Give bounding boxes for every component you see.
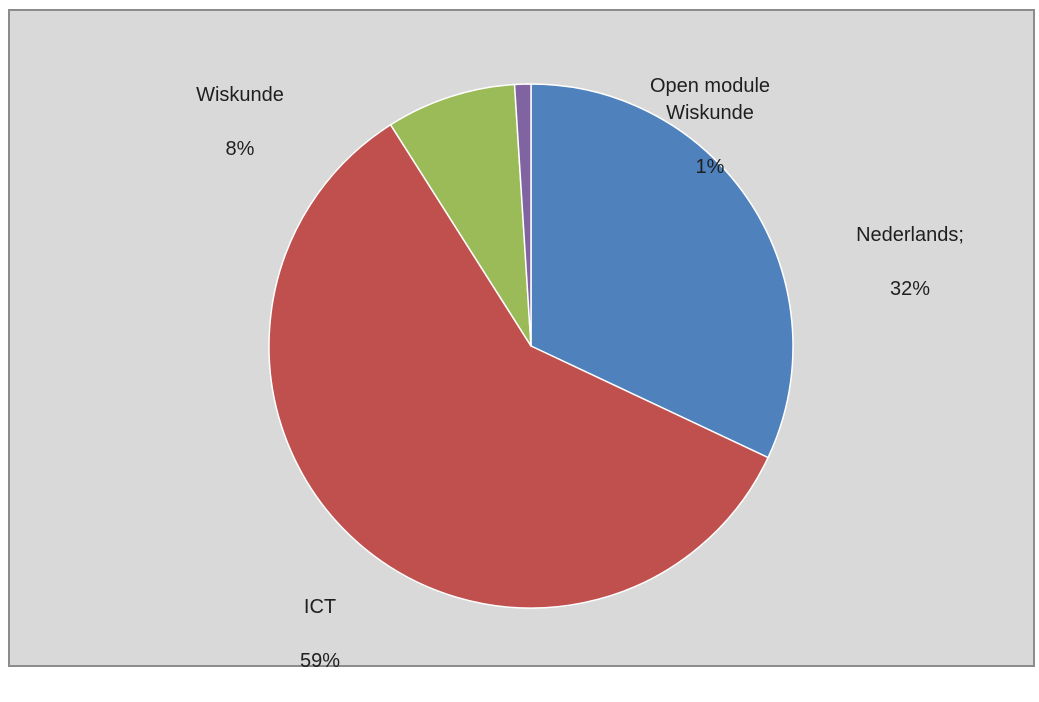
- label-nederlands: Nederlands; 32%: [830, 195, 990, 330]
- pie-chart: [268, 83, 794, 609]
- label-open-module-wiskunde-value: 1%: [695, 156, 725, 178]
- pie-slice-ict: [268, 124, 769, 609]
- label-ict-name: ICT: [303, 596, 337, 618]
- label-wiskunde-value: 8%: [225, 138, 255, 160]
- pie-slice-wiskunde: [389, 83, 532, 347]
- pie-slice-open-module-wiskunde: [513, 83, 532, 347]
- label-nederlands-name: Nederlands;: [856, 224, 964, 246]
- label-ict-value: 59%: [299, 650, 341, 672]
- chart-area: Nederlands; 32% ICT 59% Wiskunde 8% Open…: [8, 9, 1035, 672]
- pie-slice-nederlands: [530, 83, 794, 459]
- label-open-module-wiskunde-name: Open module Wiskunde: [649, 75, 771, 124]
- label-open-module-wiskunde: Open module Wiskunde 1%: [620, 46, 800, 208]
- label-wiskunde-name: Wiskunde: [196, 84, 284, 106]
- label-ict: ICT 59%: [265, 567, 375, 702]
- label-nederlands-value: 32%: [889, 278, 931, 300]
- label-wiskunde: Wiskunde 8%: [170, 55, 310, 190]
